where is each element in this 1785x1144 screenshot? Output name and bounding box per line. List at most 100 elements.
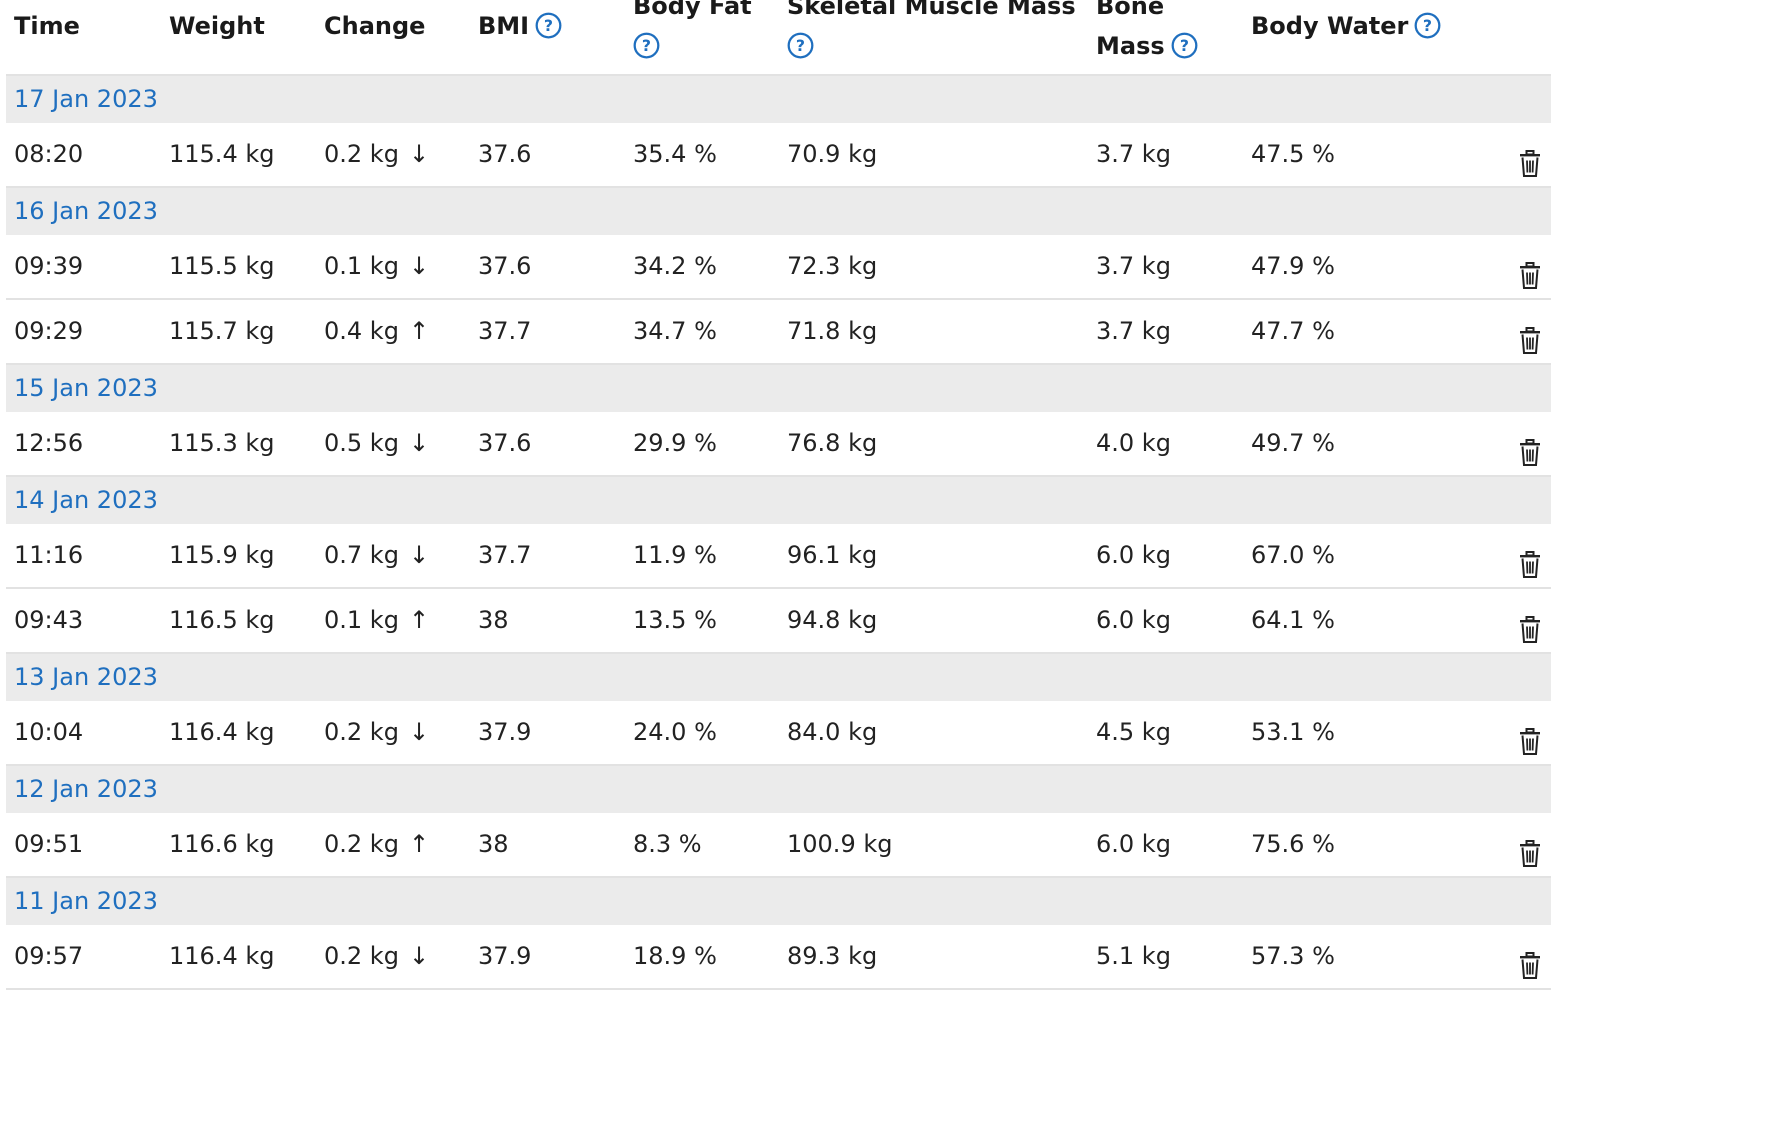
question-circle-icon[interactable]: ? — [633, 32, 660, 59]
header-weight[interactable]: Weight — [169, 12, 265, 40]
header-body-fat[interactable]: Body Fat ? — [633, 0, 752, 66]
table-row: 08:20 115.4 kg 0.2 kg ↓ 37.6 35.4 % 70.9 kg 3.7… — [6, 123, 1551, 188]
arrow-up-icon: ↑ — [408, 606, 430, 634]
trash-icon[interactable] — [1519, 139, 1541, 177]
cell-body-water: 75.6 % — [1251, 830, 1335, 858]
cell-body-water: 47.5 % — [1251, 140, 1335, 168]
cell-body-water: 53.1 % — [1251, 718, 1335, 746]
cell-change: 0.2 kg ↓ — [324, 701, 429, 764]
cell-body-fat: 35.4 % — [633, 140, 717, 168]
change-value: 0.1 kg — [324, 606, 399, 634]
change-value: 0.2 kg — [324, 140, 399, 168]
date-group-header[interactable]: 12 Jan 2023 — [6, 766, 1551, 813]
date-group-header[interactable]: 17 Jan 2023 — [6, 76, 1551, 123]
measurements-table: Time Weight Change BMI? Body Fat ? Skele… — [6, 0, 1551, 990]
table-row: 09:39 115.5 kg 0.1 kg ↓ 37.6 34.2 % 72.3 kg 3.7… — [6, 235, 1551, 300]
arrow-down-icon: ↓ — [408, 541, 430, 569]
date-group-header[interactable]: 16 Jan 2023 — [6, 188, 1551, 235]
trash-icon[interactable] — [1519, 540, 1541, 578]
svg-text:?: ? — [796, 36, 805, 55]
cell-change: 0.4 kg ↑ — [324, 300, 429, 363]
cell-body-fat: 13.5 % — [633, 606, 717, 634]
cell-bmi: 37.9 — [478, 942, 532, 970]
cell-skeletal-muscle-mass: 96.1 kg — [787, 541, 878, 569]
arrow-down-icon: ↓ — [408, 429, 430, 457]
cell-bmi: 37.9 — [478, 718, 532, 746]
cell-bone-mass: 3.7 kg — [1096, 252, 1171, 280]
change-value: 0.2 kg — [324, 942, 399, 970]
cell-skeletal-muscle-mass: 71.8 kg — [787, 317, 878, 345]
cell-body-fat: 24.0 % — [633, 718, 717, 746]
trash-icon[interactable] — [1519, 428, 1541, 466]
cell-body-water: 47.9 % — [1251, 252, 1335, 280]
cell-bmi: 37.7 — [478, 541, 532, 569]
change-value: 0.2 kg — [324, 718, 399, 746]
table-body: 17 Jan 2023 08:20 115.4 kg 0.2 kg ↓ 37.6 35.4 … — [6, 76, 1551, 990]
trash-icon[interactable] — [1519, 829, 1541, 867]
cell-body-fat: 8.3 % — [633, 830, 702, 858]
svg-text:?: ? — [1180, 36, 1189, 55]
date-group-header[interactable]: 11 Jan 2023 — [6, 878, 1551, 925]
table-row: 09:51 116.6 kg 0.2 kg ↑ 38 8.3 % 100.9 kg 6.0 k… — [6, 813, 1551, 878]
change-value: 0.5 kg — [324, 429, 399, 457]
cell-change: 0.2 kg ↓ — [324, 925, 429, 988]
arrow-down-icon: ↓ — [408, 140, 430, 168]
table-row: 10:04 116.4 kg 0.2 kg ↓ 37.9 24.0 % 84.0 kg 4.5… — [6, 701, 1551, 766]
cell-bmi: 37.6 — [478, 252, 532, 280]
cell-time: 09:29 — [14, 317, 84, 345]
cell-change: 0.2 kg ↓ — [324, 123, 429, 186]
cell-bone-mass: 6.0 kg — [1096, 541, 1171, 569]
cell-weight: 115.9 kg — [169, 541, 275, 569]
question-circle-icon[interactable]: ? — [535, 12, 562, 39]
header-body-water[interactable]: Body Water? — [1251, 6, 1441, 46]
header-bmi[interactable]: BMI? — [478, 6, 562, 46]
trash-icon[interactable] — [1519, 605, 1541, 643]
cell-bmi: 37.6 — [478, 429, 532, 457]
arrow-up-icon: ↑ — [408, 830, 430, 858]
cell-time: 08:20 — [14, 140, 84, 168]
cell-weight: 115.3 kg — [169, 429, 275, 457]
cell-change: 0.5 kg ↓ — [324, 412, 429, 475]
trash-icon[interactable] — [1519, 941, 1541, 979]
date-group-header[interactable]: 14 Jan 2023 — [6, 477, 1551, 524]
cell-bmi: 38 — [478, 606, 509, 634]
cell-weight: 115.5 kg — [169, 252, 275, 280]
cell-weight: 116.6 kg — [169, 830, 275, 858]
header-bone-mass[interactable]: Bone Mass? — [1096, 0, 1198, 66]
cell-skeletal-muscle-mass: 84.0 kg — [787, 718, 878, 746]
arrow-down-icon: ↓ — [408, 718, 430, 746]
cell-weight: 116.4 kg — [169, 942, 275, 970]
change-value: 0.7 kg — [324, 541, 399, 569]
header-skeletal-muscle-mass-label: Skeletal Muscle Mass — [787, 0, 1076, 20]
header-skeletal-muscle-mass[interactable]: Skeletal Muscle Mass ? — [787, 0, 1076, 66]
cell-body-water: 47.7 % — [1251, 317, 1335, 345]
question-circle-icon[interactable]: ? — [787, 32, 814, 59]
cell-time: 10:04 — [14, 718, 84, 746]
cell-time: 11:16 — [14, 541, 84, 569]
cell-body-fat: 18.9 % — [633, 942, 717, 970]
date-group-header[interactable]: 15 Jan 2023 — [6, 365, 1551, 412]
cell-body-water: 57.3 % — [1251, 942, 1335, 970]
table-row: 11:16 115.9 kg 0.7 kg ↓ 37.7 11.9 % 96.1 kg 6.0… — [6, 524, 1551, 589]
arrow-down-icon: ↓ — [408, 252, 430, 280]
trash-icon[interactable] — [1519, 251, 1541, 289]
trash-icon[interactable] — [1519, 717, 1541, 755]
question-circle-icon[interactable]: ? — [1414, 12, 1441, 39]
cell-weight: 116.4 kg — [169, 718, 275, 746]
cell-weight: 116.5 kg — [169, 606, 275, 634]
cell-bone-mass: 5.1 kg — [1096, 942, 1171, 970]
cell-body-fat: 29.9 % — [633, 429, 717, 457]
cell-bone-mass: 4.5 kg — [1096, 718, 1171, 746]
header-change[interactable]: Change — [324, 12, 426, 40]
cell-body-water: 49.7 % — [1251, 429, 1335, 457]
trash-icon[interactable] — [1519, 316, 1541, 354]
header-bone-mass-line1: Bone — [1096, 0, 1165, 20]
cell-bmi: 37.7 — [478, 317, 532, 345]
date-group-header[interactable]: 13 Jan 2023 — [6, 654, 1551, 701]
cell-skeletal-muscle-mass: 100.9 kg — [787, 830, 893, 858]
svg-text:?: ? — [544, 16, 553, 35]
header-time[interactable]: Time — [14, 12, 80, 40]
header-body-fat-label: Body Fat — [633, 0, 752, 20]
cell-bmi: 38 — [478, 830, 509, 858]
question-circle-icon[interactable]: ? — [1171, 32, 1198, 59]
